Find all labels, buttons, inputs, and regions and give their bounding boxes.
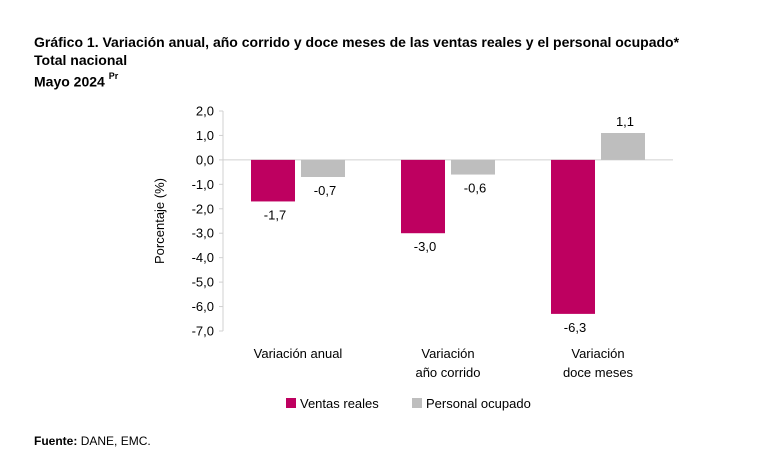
bar-personal — [301, 159, 345, 177]
data-label: -0,6 — [464, 181, 486, 196]
legend-label: Personal ocupado — [426, 396, 531, 411]
chart-title-block: Gráfico 1. Variación anual, año corrido … — [34, 33, 679, 91]
legend-swatch-ventas — [286, 398, 296, 408]
y-tick-label: -4,0 — [192, 250, 214, 265]
data-label: -6,3 — [564, 320, 586, 335]
y-tick-label: 1,0 — [196, 128, 214, 143]
category-label: Variación — [571, 346, 624, 361]
category-label: doce meses — [563, 365, 634, 380]
source-label: Fuente: — [34, 434, 78, 448]
period-superscript: Pr — [108, 71, 119, 81]
y-tick-label: -3,0 — [192, 226, 214, 241]
bar-ventas — [401, 159, 445, 234]
y-tick-label: -2,0 — [192, 201, 214, 216]
y-tick-label: -6,0 — [192, 299, 214, 314]
data-label: -0,7 — [314, 183, 336, 198]
data-label: 1,1 — [616, 114, 634, 129]
y-tick-label: 0,0 — [196, 152, 214, 167]
y-tick-label: -5,0 — [192, 275, 214, 290]
chart-subtitle: Total nacional — [34, 52, 128, 68]
y-axis-title: Porcentaje (%) — [152, 178, 167, 264]
legend-swatch-personal — [412, 398, 422, 408]
period-text: Mayo 2024 — [34, 73, 105, 90]
bar-personal — [601, 133, 645, 160]
y-tick-label: -1,0 — [192, 177, 214, 192]
y-tick-label: -7,0 — [192, 324, 214, 339]
category-label: Variación — [421, 346, 474, 361]
data-label: -1,7 — [264, 207, 286, 222]
y-tick-label: 2,0 — [196, 104, 214, 119]
bar-personal — [451, 159, 495, 175]
bar-ventas — [251, 159, 295, 202]
legend-label: Ventas reales — [300, 396, 379, 411]
data-label: -3,0 — [414, 239, 436, 254]
source-note: Fuente: DANE, EMC. — [34, 434, 151, 448]
category-label: Variación anual — [254, 346, 343, 361]
source-text: DANE, EMC. — [80, 434, 151, 448]
chart-period: Mayo 2024 Pr — [34, 69, 679, 91]
bar-chart: 2,0 1,0 0,0 -1,0 -2,0 -3,0 -4,0 -5,0 -6,0 -7,0 Por… — [152, 104, 673, 411]
bar-ventas — [551, 159, 595, 314]
chart-title: Gráfico 1. Variación anual, año corrido … — [34, 34, 680, 50]
category-label: año corrido — [415, 365, 480, 380]
